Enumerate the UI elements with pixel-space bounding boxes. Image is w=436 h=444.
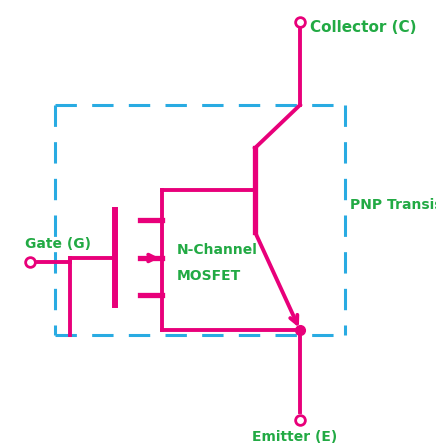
Text: PNP Transistor: PNP Transistor bbox=[350, 198, 436, 212]
Text: Gate (G): Gate (G) bbox=[25, 237, 91, 251]
Text: MOSFET: MOSFET bbox=[177, 269, 241, 283]
Text: Emitter (E): Emitter (E) bbox=[252, 430, 337, 444]
Text: N-Channel: N-Channel bbox=[177, 243, 258, 257]
Text: Collector (C): Collector (C) bbox=[310, 20, 416, 35]
